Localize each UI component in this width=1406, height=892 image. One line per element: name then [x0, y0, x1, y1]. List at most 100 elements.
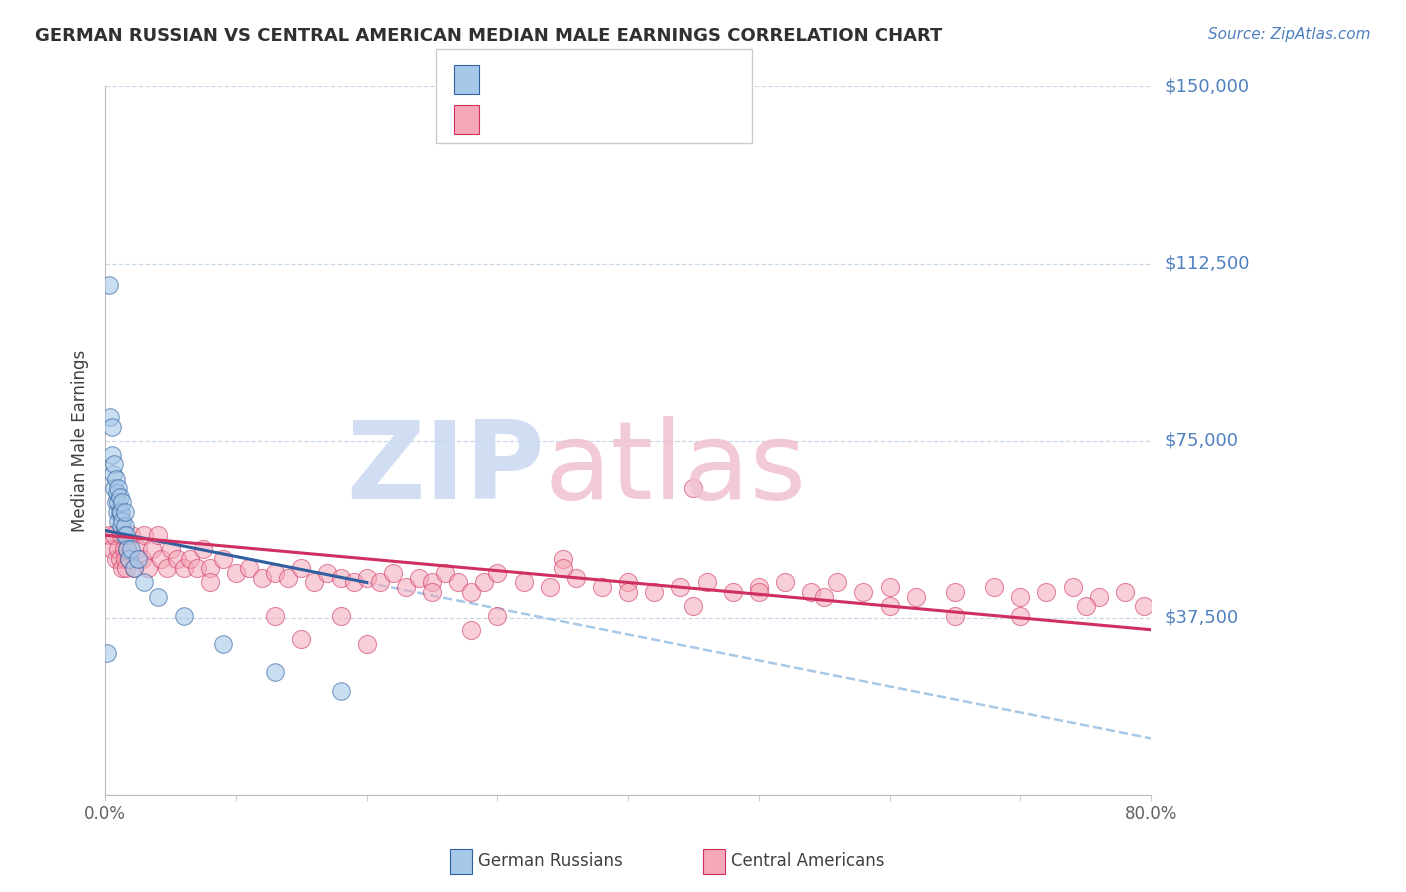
Point — [159, 542, 181, 557]
Point — [329, 684, 352, 698]
Point — [100, 419, 122, 434]
Point — [117, 542, 139, 557]
Point — [212, 552, 235, 566]
Point — [682, 599, 704, 613]
Point — [238, 561, 260, 575]
Point — [108, 505, 131, 519]
Point — [115, 561, 138, 575]
Point — [329, 571, 352, 585]
Point — [264, 566, 287, 580]
Point — [122, 561, 145, 575]
Point — [107, 542, 129, 557]
Point — [186, 561, 208, 575]
Point — [356, 571, 378, 585]
Point — [342, 575, 364, 590]
Point — [198, 575, 221, 590]
Point — [879, 580, 901, 594]
Point — [290, 561, 312, 575]
Point — [146, 528, 169, 542]
Point — [103, 528, 125, 542]
Point — [1087, 590, 1109, 604]
Point — [193, 542, 215, 557]
Point — [156, 561, 179, 575]
Point — [316, 566, 339, 580]
Point — [800, 585, 823, 599]
Point — [105, 505, 128, 519]
Point — [122, 561, 145, 575]
Point — [138, 561, 160, 575]
Text: N =: N = — [599, 74, 636, 92]
Point — [250, 571, 273, 585]
Point — [696, 575, 718, 590]
Point — [813, 590, 835, 604]
Point — [368, 575, 391, 590]
Point — [110, 518, 132, 533]
Point — [105, 485, 128, 500]
Text: -0.609: -0.609 — [529, 114, 588, 132]
Point — [118, 552, 141, 566]
Point — [134, 528, 156, 542]
Point — [356, 637, 378, 651]
Point — [225, 566, 247, 580]
Point — [486, 608, 509, 623]
Point — [1035, 585, 1057, 599]
Point — [277, 571, 299, 585]
Point — [107, 481, 129, 495]
Point — [591, 580, 613, 594]
Point — [173, 561, 195, 575]
Y-axis label: Median Male Earnings: Median Male Earnings — [72, 350, 89, 532]
Point — [1010, 608, 1032, 623]
Point — [304, 575, 326, 590]
Point — [101, 467, 124, 481]
Point — [114, 505, 136, 519]
Point — [100, 448, 122, 462]
Point — [565, 571, 588, 585]
Point — [166, 552, 188, 566]
Point — [617, 575, 640, 590]
Point — [117, 542, 139, 557]
Point — [118, 552, 141, 566]
Point — [110, 528, 132, 542]
Point — [173, 608, 195, 623]
Point — [114, 552, 136, 566]
Point — [108, 491, 131, 505]
Point — [617, 585, 640, 599]
Point — [1062, 580, 1084, 594]
Point — [146, 590, 169, 604]
Point — [773, 575, 796, 590]
Point — [108, 552, 131, 566]
Text: atlas: atlas — [544, 416, 807, 522]
Point — [538, 580, 561, 594]
Text: R =: R = — [489, 74, 526, 92]
Point — [643, 585, 665, 599]
Point — [107, 495, 129, 509]
Point — [1114, 585, 1136, 599]
Point — [395, 580, 418, 594]
Point — [112, 528, 135, 542]
Point — [114, 518, 136, 533]
Point — [460, 623, 482, 637]
Text: N =: N = — [599, 114, 636, 132]
Point — [512, 575, 534, 590]
Point — [103, 458, 125, 472]
Point — [420, 585, 443, 599]
Text: $37,500: $37,500 — [1166, 609, 1239, 627]
Point — [98, 277, 121, 292]
Point — [748, 580, 770, 594]
Point — [290, 632, 312, 647]
Point — [111, 561, 134, 575]
Point — [721, 585, 744, 599]
Point — [551, 552, 574, 566]
Point — [329, 608, 352, 623]
Point — [1010, 590, 1032, 604]
Point — [104, 552, 127, 566]
Point — [212, 637, 235, 651]
Point — [983, 580, 1005, 594]
Point — [1074, 599, 1097, 613]
Point — [264, 665, 287, 680]
Text: 36: 36 — [636, 74, 658, 92]
Point — [198, 561, 221, 575]
Point — [551, 561, 574, 575]
Text: $112,500: $112,500 — [1166, 254, 1250, 273]
Point — [107, 514, 129, 528]
